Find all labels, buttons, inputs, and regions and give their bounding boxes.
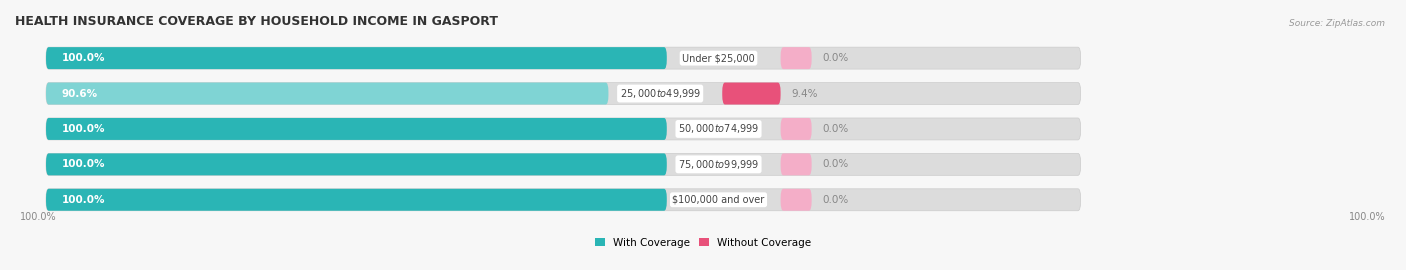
Text: $25,000 to $49,999: $25,000 to $49,999 (620, 87, 700, 100)
Text: 100.0%: 100.0% (20, 212, 56, 222)
Text: 9.4%: 9.4% (792, 89, 817, 99)
FancyBboxPatch shape (46, 153, 666, 175)
Text: 100.0%: 100.0% (62, 195, 105, 205)
Text: 0.0%: 0.0% (823, 195, 848, 205)
Legend: With Coverage, Without Coverage: With Coverage, Without Coverage (591, 233, 815, 252)
Text: 0.0%: 0.0% (823, 53, 848, 63)
Text: 90.6%: 90.6% (62, 89, 97, 99)
Text: 0.0%: 0.0% (823, 124, 848, 134)
FancyBboxPatch shape (46, 47, 666, 69)
Text: 100.0%: 100.0% (62, 159, 105, 169)
FancyBboxPatch shape (723, 83, 780, 104)
FancyBboxPatch shape (780, 118, 811, 140)
FancyBboxPatch shape (46, 47, 1081, 69)
Text: $100,000 and over: $100,000 and over (672, 195, 765, 205)
Text: HEALTH INSURANCE COVERAGE BY HOUSEHOLD INCOME IN GASPORT: HEALTH INSURANCE COVERAGE BY HOUSEHOLD I… (15, 15, 498, 28)
Text: 100.0%: 100.0% (1350, 212, 1386, 222)
Text: 100.0%: 100.0% (62, 53, 105, 63)
FancyBboxPatch shape (46, 118, 666, 140)
FancyBboxPatch shape (46, 83, 609, 104)
Text: 0.0%: 0.0% (823, 159, 848, 169)
FancyBboxPatch shape (780, 47, 811, 69)
Text: Source: ZipAtlas.com: Source: ZipAtlas.com (1289, 19, 1385, 28)
FancyBboxPatch shape (780, 153, 811, 175)
FancyBboxPatch shape (46, 118, 1081, 140)
FancyBboxPatch shape (780, 189, 811, 211)
FancyBboxPatch shape (46, 189, 666, 211)
Text: Under $25,000: Under $25,000 (682, 53, 755, 63)
FancyBboxPatch shape (46, 83, 1081, 104)
Text: $50,000 to $74,999: $50,000 to $74,999 (678, 123, 759, 136)
FancyBboxPatch shape (46, 189, 1081, 211)
FancyBboxPatch shape (46, 153, 1081, 175)
Text: $75,000 to $99,999: $75,000 to $99,999 (678, 158, 759, 171)
Text: 100.0%: 100.0% (62, 124, 105, 134)
